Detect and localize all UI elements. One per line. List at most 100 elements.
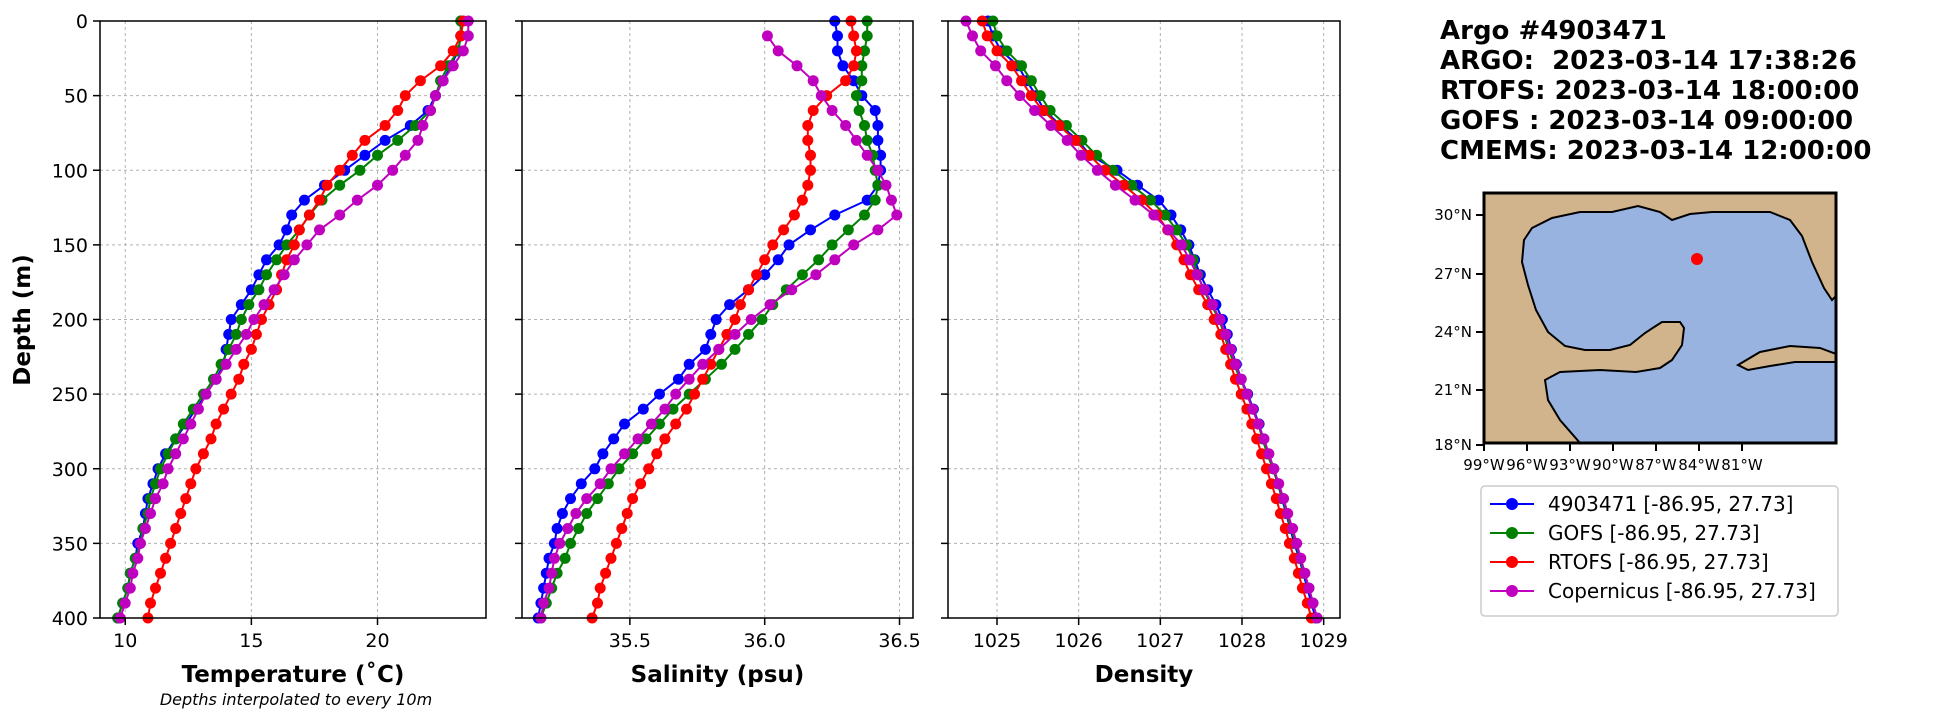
data-point-rtofs [180,493,192,505]
data-point-copernicus [1241,388,1253,400]
data-point-copernicus [334,209,346,221]
data-point-rtofs [592,597,603,609]
y-axis-title: Depth (m) [10,254,36,386]
legend-marker-argo [1506,498,1518,510]
data-point-rtofs [991,45,1003,57]
data-point-rtofs [414,75,426,87]
x-axis-title: Salinity (psu) [631,662,805,688]
map-lat-label: 18°N [1434,436,1472,454]
data-point-gofs [1001,45,1013,57]
data-point-argo [805,224,816,236]
data-point-rtofs [399,90,411,102]
data-point-gofs [354,164,366,176]
data-point-rtofs [681,403,692,415]
data-point-rtofs [788,209,800,221]
data-point-gofs [861,30,873,42]
legend-marker-gofs [1506,527,1518,539]
map-land-cuba [1735,344,1836,372]
data-point-copernicus [417,120,429,131]
data-point-rtofs [759,254,771,266]
data-point-copernicus [372,179,383,191]
x-tick-label: 15 [239,630,263,652]
data-point-copernicus [1291,537,1303,549]
data-point-copernicus [185,418,197,430]
data-point-argo [298,194,310,206]
data-point-argo [759,269,771,281]
data-point-copernicus [967,30,978,42]
data-point-gofs [1126,179,1138,191]
data-point-rtofs [850,45,862,57]
data-point-gofs [592,493,603,505]
data-point-copernicus [1091,164,1103,176]
data-point-rtofs [627,493,639,505]
data-point-gofs [853,105,865,116]
data-point-rtofs [314,194,325,206]
data-point-argo [379,134,391,146]
data-point-copernicus [570,508,582,519]
data-point-copernicus [1307,597,1319,609]
data-point-copernicus [538,597,550,609]
data-point-copernicus [1148,209,1160,221]
data-point-copernicus [430,90,441,102]
rtofs-time: RTOFS: 2023-03-14 18:00:00 [1440,76,1860,106]
data-point-argo [654,388,665,400]
map-lon-label: 84°W [1678,456,1720,474]
data-point-copernicus [810,269,822,281]
data-point-copernicus [145,508,156,519]
data-point-rtofs [155,567,166,579]
legend-label-argo: 4903471 [-86.95, 27.73] [1548,492,1793,516]
data-point-rtofs [359,134,371,146]
data-point-copernicus [1299,567,1311,579]
data-point-argo [619,418,630,430]
data-point-copernicus [230,343,242,355]
data-point-gofs [1107,164,1119,176]
data-point-gofs [859,45,870,57]
data-point-rtofs [175,508,187,519]
data-point-gofs [856,60,868,72]
y-tick-label: 50 [64,86,88,108]
data-point-rtofs [734,299,746,311]
data-point-gofs [869,194,881,206]
data-point-gofs [859,120,870,131]
data-point-gofs [1016,60,1027,72]
data-point-rtofs [205,433,217,445]
data-point-copernicus [288,254,300,266]
data-point-rtofs [245,343,257,355]
data-point-gofs [372,149,383,161]
y-tick-label: 0 [76,11,88,33]
data-point-argo [273,239,285,251]
data-point-rtofs [621,508,633,519]
data-point-copernicus [1214,314,1226,325]
data-point-rtofs [643,463,655,475]
data-point-copernicus [268,284,280,296]
data-point-rtofs [610,537,622,549]
data-point-rtofs [435,60,447,72]
x-tick-label: 36.0 [744,630,786,652]
data-point-copernicus [1075,149,1087,161]
data-point-copernicus [807,75,819,87]
y-tick-label: 350 [52,533,88,555]
legend-label-copernicus: Copernicus [-86.95, 27.73] [1548,579,1816,603]
data-point-copernicus [124,582,136,594]
data-point-rtofs [256,314,267,325]
data-point-argo [261,254,272,266]
data-point-argo [565,493,576,505]
data-point-rtofs [1069,134,1081,146]
data-point-copernicus [872,164,884,176]
data-point-rtofs [743,284,754,296]
data-point-argo [832,30,843,42]
data-point-rtofs [805,164,816,176]
x-tick-label: 35.5 [609,630,651,652]
data-point-gofs [729,343,741,355]
data-point-gofs [261,269,272,281]
data-point-gofs [743,328,754,340]
x-tick-label: 1027 [1136,630,1184,652]
data-point-rtofs [303,209,315,221]
data-point-gofs [654,418,665,430]
data-point-rtofs [848,60,860,72]
data-point-copernicus [605,463,617,475]
x-tick-label: 1029 [1299,630,1347,652]
argo-time: ARGO: 2023-03-14 17:38:26 [1440,46,1857,76]
data-point-rtofs [616,523,628,534]
